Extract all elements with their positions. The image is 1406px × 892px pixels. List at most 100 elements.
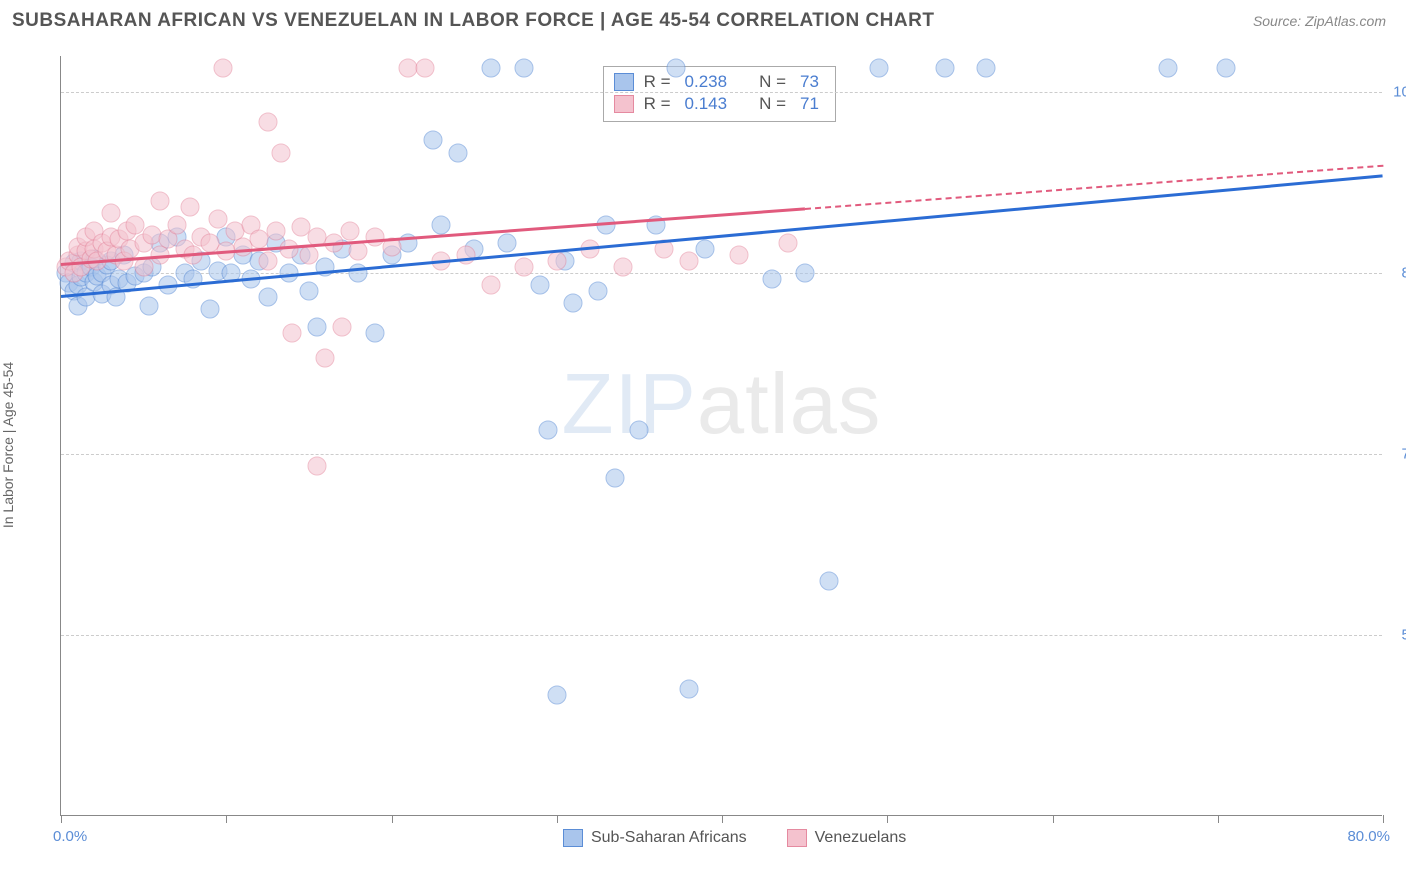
- scatter-point: [679, 252, 698, 271]
- legend-n-label-0: N =: [759, 72, 786, 92]
- scatter-point: [820, 571, 839, 590]
- scatter-point: [481, 276, 500, 295]
- scatter-point: [258, 252, 277, 271]
- scatter-point: [539, 420, 558, 439]
- legend-swatch-0: [614, 73, 634, 91]
- series-legend-item-0: Sub-Saharan Africans: [563, 829, 747, 847]
- scatter-point: [299, 282, 318, 301]
- legend-swatch-1: [614, 95, 634, 113]
- watermark: ZIPatlas: [562, 356, 882, 454]
- scatter-point: [167, 215, 186, 234]
- scatter-point: [514, 258, 533, 277]
- scatter-point: [779, 233, 798, 252]
- x-tick: [1053, 815, 1054, 823]
- x-tick: [392, 815, 393, 823]
- scatter-point: [795, 264, 814, 283]
- scatter-point: [316, 348, 335, 367]
- y-tick-label: 100.0%: [1393, 84, 1406, 101]
- x-axis-start-label: 0.0%: [53, 828, 87, 845]
- y-tick-label: 70.0%: [1401, 446, 1406, 463]
- scatter-point: [448, 143, 467, 162]
- legend-n-value-0: 73: [800, 72, 819, 92]
- scatter-point: [415, 59, 434, 78]
- legend-r-label-0: R =: [644, 72, 671, 92]
- scatter-point: [531, 276, 550, 295]
- scatter-point: [266, 221, 285, 240]
- gridline-h: [61, 92, 1382, 93]
- scatter-point: [341, 221, 360, 240]
- gridline-h: [61, 635, 1382, 636]
- scatter-point: [762, 270, 781, 289]
- x-tick: [1218, 815, 1219, 823]
- y-tick-label: 85.0%: [1401, 265, 1406, 282]
- scatter-point: [180, 197, 199, 216]
- gridline-h: [61, 454, 1382, 455]
- scatter-point: [666, 59, 685, 78]
- scatter-point: [200, 300, 219, 319]
- scatter-point: [498, 233, 517, 252]
- scatter-point: [1159, 59, 1178, 78]
- x-tick: [887, 815, 888, 823]
- scatter-point: [139, 296, 158, 315]
- scatter-point: [332, 318, 351, 337]
- chart-title: SUBSAHARAN AFRICAN VS VENEZUELAN IN LABO…: [12, 10, 934, 32]
- correlation-legend: R = 0.238 N = 73 R = 0.143 N = 71: [603, 66, 836, 122]
- plot-area: ZIPatlas R = 0.238 N = 73 R = 0.143 N = …: [60, 56, 1382, 816]
- scatter-point: [481, 59, 500, 78]
- scatter-point: [679, 680, 698, 699]
- scatter-point: [280, 240, 299, 259]
- scatter-point: [630, 420, 649, 439]
- scatter-point: [456, 246, 475, 265]
- watermark-part2: atlas: [697, 357, 882, 452]
- x-tick: [226, 815, 227, 823]
- scatter-point: [613, 258, 632, 277]
- x-tick: [557, 815, 558, 823]
- scatter-point: [936, 59, 955, 78]
- series-legend-item-1: Venezuelans: [787, 829, 907, 847]
- legend-r-label-1: R =: [644, 94, 671, 114]
- scatter-point: [514, 59, 533, 78]
- scatter-point: [283, 324, 302, 343]
- scatter-point: [258, 113, 277, 132]
- scatter-point: [365, 324, 384, 343]
- scatter-point: [299, 246, 318, 265]
- x-tick: [722, 815, 723, 823]
- y-tick-label: 55.0%: [1401, 627, 1406, 644]
- scatter-point: [589, 282, 608, 301]
- series-legend: Sub-Saharan Africans Venezuelans: [563, 829, 906, 847]
- scatter-point: [1217, 59, 1236, 78]
- scatter-point: [547, 252, 566, 271]
- x-tick: [61, 815, 62, 823]
- watermark-part1: ZIP: [562, 357, 697, 452]
- scatter-point: [101, 203, 120, 222]
- scatter-point: [151, 191, 170, 210]
- legend-n-value-1: 71: [800, 94, 819, 114]
- scatter-point: [977, 59, 996, 78]
- y-axis-label: In Labor Force | Age 45-54: [0, 362, 16, 528]
- scatter-point: [308, 457, 327, 476]
- scatter-point: [547, 686, 566, 705]
- series-swatch-0: [563, 829, 583, 847]
- scatter-point: [605, 469, 624, 488]
- chart-container: In Labor Force | Age 45-54 ZIPatlas R = …: [12, 46, 1394, 844]
- legend-row-series-1: R = 0.143 N = 71: [614, 93, 823, 115]
- chart-header: SUBSAHARAN AFRICAN VS VENEZUELAN IN LABO…: [0, 0, 1406, 40]
- scatter-point: [208, 209, 227, 228]
- scatter-point: [423, 131, 442, 150]
- legend-r-value-1: 0.143: [685, 94, 728, 114]
- series-label-1: Venezuelans: [815, 829, 907, 847]
- legend-r-value-0: 0.238: [685, 72, 728, 92]
- x-axis-end-label: 80.0%: [1347, 828, 1390, 845]
- scatter-point: [729, 246, 748, 265]
- scatter-point: [271, 143, 290, 162]
- scatter-point: [134, 258, 153, 277]
- scatter-point: [213, 59, 232, 78]
- scatter-point: [696, 240, 715, 259]
- scatter-point: [349, 242, 368, 261]
- x-tick: [1383, 815, 1384, 823]
- legend-n-label-1: N =: [759, 94, 786, 114]
- scatter-point: [869, 59, 888, 78]
- scatter-point: [258, 288, 277, 307]
- series-label-0: Sub-Saharan Africans: [591, 829, 747, 847]
- legend-row-series-0: R = 0.238 N = 73: [614, 71, 823, 93]
